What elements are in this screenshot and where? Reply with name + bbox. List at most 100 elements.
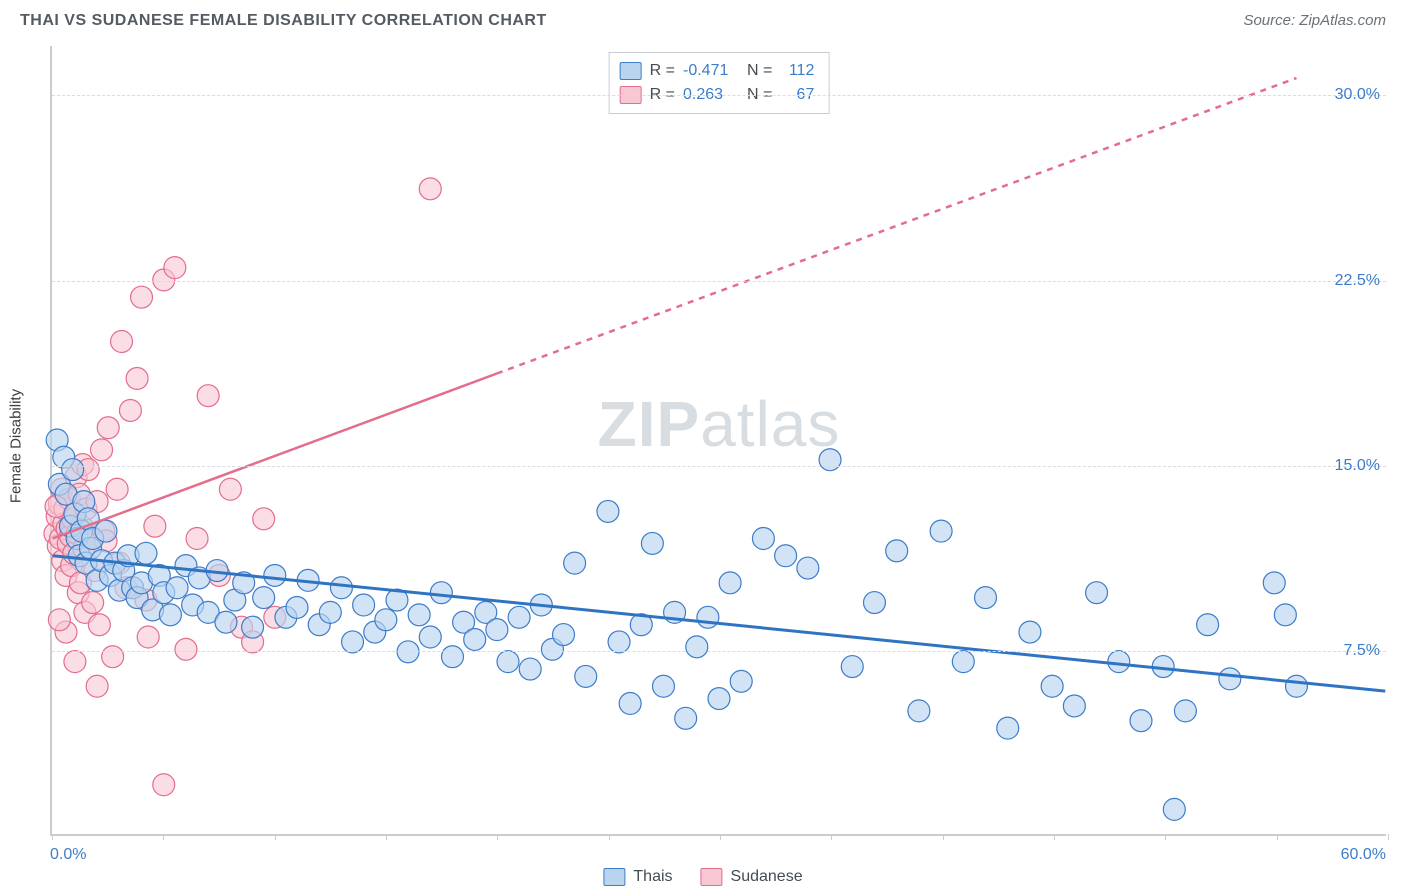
plot-area: ZIPatlas R =-0.471N =112R =0.263N =67 7.…	[50, 46, 1386, 836]
scatter-point	[353, 594, 375, 616]
scatter-point	[1108, 651, 1130, 673]
scatter-point	[708, 688, 730, 710]
scatter-point	[286, 596, 308, 618]
scatter-point	[153, 774, 175, 796]
y-tick-label: 15.0%	[1335, 457, 1380, 475]
scatter-point	[675, 707, 697, 729]
scatter-point	[419, 178, 441, 200]
scatter-point	[1063, 695, 1085, 717]
y-axis-title: Female Disability	[8, 389, 25, 503]
scatter-point	[1163, 798, 1185, 820]
trend-line	[53, 374, 497, 539]
scatter-point	[419, 626, 441, 648]
scatter-point	[975, 587, 997, 609]
scatter-point	[86, 675, 108, 697]
scatter-point	[106, 478, 128, 500]
legend-swatch	[603, 868, 625, 886]
scatter-point	[841, 656, 863, 678]
scatter-point	[464, 628, 486, 650]
scatter-point	[730, 670, 752, 692]
legend-swatch	[701, 868, 723, 886]
scatter-point	[608, 631, 630, 653]
scatter-point	[641, 532, 663, 554]
scatter-point	[497, 651, 519, 673]
x-tick	[1165, 834, 1166, 840]
scatter-point	[164, 257, 186, 279]
x-tick	[1388, 834, 1389, 840]
scatter-point	[697, 606, 719, 628]
bottom-legend-label: Thais	[633, 868, 672, 886]
scatter-point	[1019, 621, 1041, 643]
scatter-point	[119, 399, 141, 421]
scatter-point	[819, 449, 841, 471]
scatter-point	[508, 606, 530, 628]
scatter-point	[126, 367, 148, 389]
scatter-point	[486, 619, 508, 641]
bottom-legend-item: Sudanese	[701, 868, 803, 886]
scatter-point	[219, 478, 241, 500]
scatter-point	[159, 604, 181, 626]
scatter-point	[575, 665, 597, 687]
bottom-legend: Thais Sudanese	[603, 868, 802, 886]
gridline	[52, 466, 1386, 467]
x-tick	[609, 834, 610, 840]
scatter-point	[175, 638, 197, 660]
scatter-point	[408, 604, 430, 626]
scatter-point	[908, 700, 930, 722]
scatter-point	[1086, 582, 1108, 604]
scatter-point	[1285, 675, 1307, 697]
trend-line	[497, 78, 1297, 374]
x-tick	[720, 834, 721, 840]
scatter-point	[1274, 604, 1296, 626]
scatter-point	[97, 417, 119, 439]
x-axis-min-label: 0.0%	[50, 846, 86, 864]
scatter-point	[319, 601, 341, 623]
scatter-point	[719, 572, 741, 594]
y-tick-label: 22.5%	[1335, 272, 1380, 290]
gridline	[52, 281, 1386, 282]
scatter-point	[597, 500, 619, 522]
scatter-point	[430, 582, 452, 604]
scatter-point	[253, 508, 275, 530]
legend-stats-row: R =-0.471N =112	[620, 59, 815, 83]
gridline	[52, 651, 1386, 652]
scatter-point	[166, 577, 188, 599]
scatter-point	[442, 646, 464, 668]
scatter-point	[91, 439, 113, 461]
x-tick	[275, 834, 276, 840]
scatter-point	[1130, 710, 1152, 732]
scatter-point	[1219, 668, 1241, 690]
scatter-point	[131, 286, 153, 308]
scatter-point	[775, 545, 797, 567]
scatter-point	[111, 331, 133, 353]
x-tick	[497, 834, 498, 840]
y-tick-label: 7.5%	[1344, 642, 1380, 660]
stat-r-label: R =	[650, 59, 675, 83]
scatter-point	[137, 626, 159, 648]
bottom-legend-label: Sudanese	[731, 868, 803, 886]
x-tick	[1054, 834, 1055, 840]
scatter-point	[82, 592, 104, 614]
scatter-point	[264, 564, 286, 586]
scatter-point	[102, 646, 124, 668]
y-tick-label: 30.0%	[1335, 86, 1380, 104]
scatter-point	[64, 651, 86, 673]
scatter-point	[619, 693, 641, 715]
scatter-point	[930, 520, 952, 542]
stat-r-value: -0.471	[683, 59, 739, 83]
x-tick	[52, 834, 53, 840]
bottom-legend-item: Thais	[603, 868, 672, 886]
scatter-point	[186, 528, 208, 550]
scatter-point	[48, 609, 70, 631]
scatter-point	[653, 675, 675, 697]
scatter-point	[342, 631, 364, 653]
x-tick	[1277, 834, 1278, 840]
scatter-point	[88, 614, 110, 636]
scatter-point	[253, 587, 275, 609]
scatter-point	[886, 540, 908, 562]
scatter-point	[144, 515, 166, 537]
scatter-point	[863, 592, 885, 614]
scatter-point	[553, 624, 575, 646]
scatter-point	[330, 577, 352, 599]
scatter-point	[997, 717, 1019, 739]
